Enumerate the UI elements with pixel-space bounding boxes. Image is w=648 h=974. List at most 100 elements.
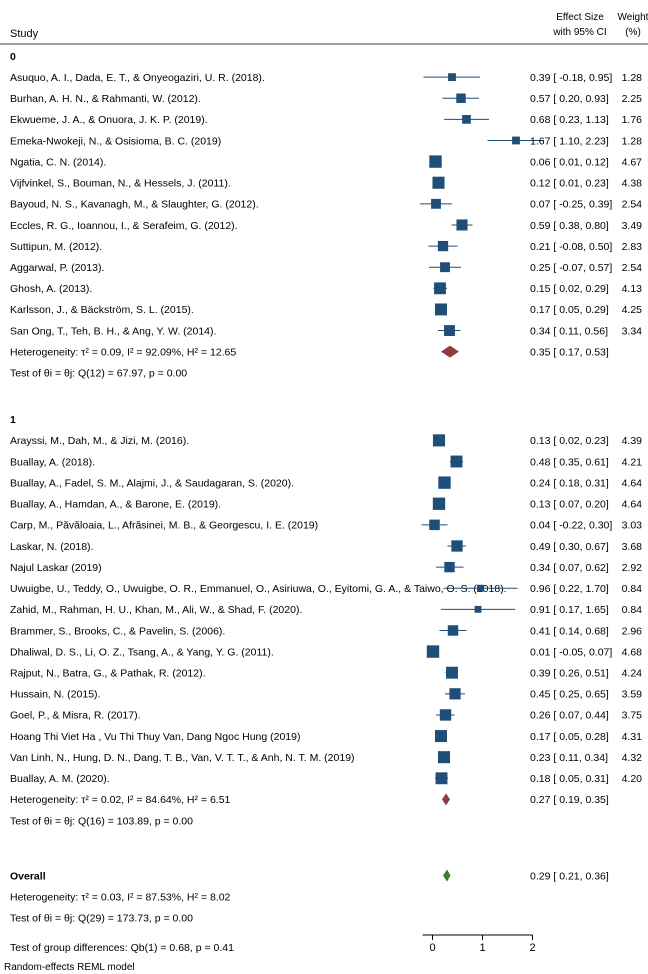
effect-ci-text: 0.68 [ 0.23, 1.13] <box>530 114 609 126</box>
study-label: Uwuigbe, U., Teddy, O., Uwuigbe, O. R., … <box>10 583 507 595</box>
weight-text: 4.20 <box>622 773 643 785</box>
study-label: Ngatia, C. N. (2014). <box>10 156 106 168</box>
group-label: 1 <box>10 414 16 426</box>
group-heterogeneity: Heterogeneity: τ² = 0.09, I² = 92.09%, H… <box>10 346 236 358</box>
effect-marker <box>444 325 455 337</box>
study-label: Buallay, A., Hamdan, A., & Barone, E. (2… <box>10 499 221 511</box>
weight-text: 2.25 <box>622 93 643 105</box>
weight-text: 3.03 <box>622 520 643 532</box>
effect-marker <box>447 625 459 636</box>
effect-marker <box>456 93 466 103</box>
study-label: Vijfvinkel, S., Bouman, N., & Hessels, J… <box>10 178 231 190</box>
weight-text: 4.38 <box>622 178 643 190</box>
effect-marker <box>434 730 448 743</box>
effect-ci-text: 0.23 [ 0.11, 0.34] <box>530 752 608 764</box>
study-label: Laskar, N. (2018). <box>10 541 93 553</box>
study-label: Buallay, A. (2018). <box>10 456 95 468</box>
study-label: Van Linh, N., Hung, D. N., Dang, T. B., … <box>10 752 355 764</box>
study-label: Buallay, A. M. (2020). <box>10 773 110 785</box>
header-ci: with 95% CI <box>552 27 606 38</box>
weight-text: 4.24 <box>622 668 643 680</box>
effect-marker <box>462 115 471 124</box>
effect-ci-text: 0.21 [ -0.08, 0.50] <box>530 241 612 253</box>
effect-marker <box>429 155 442 168</box>
effect-ci-text: 0.59 [ 0.38, 0.80] <box>530 220 609 232</box>
overall-ci-text: 0.29 [ 0.21, 0.36] <box>530 870 609 882</box>
effect-marker <box>448 73 456 82</box>
effect-marker <box>451 540 463 552</box>
weight-text: 0.84 <box>622 583 643 595</box>
effect-ci-text: 0.17 [ 0.05, 0.29] <box>530 304 609 316</box>
effect-ci-text: 0.04 [ -0.22, 0.30] <box>530 520 612 532</box>
effect-ci-text: 0.25 [ -0.07, 0.57] <box>530 262 612 274</box>
x-tick-label: 0 <box>429 942 435 954</box>
study-label: Arayssi, M., Dah, M., & Jizi, M. (2016). <box>10 435 189 447</box>
weight-text: 4.31 <box>622 731 643 743</box>
effect-marker <box>456 219 468 231</box>
effect-ci-text: 0.39 [ -0.18, 0.95] <box>530 72 612 84</box>
header-weight-unit: (%) <box>625 27 641 38</box>
weight-text: 3.68 <box>622 541 643 553</box>
effect-marker <box>449 688 461 700</box>
study-label: Bayoud, N. S., Kavanagh, M., & Slaughter… <box>10 199 259 211</box>
effect-marker <box>437 240 449 252</box>
weight-text: 4.32 <box>622 752 643 764</box>
weight-text: 2.54 <box>622 199 643 211</box>
effect-ci-text: 0.13 [ 0.07, 0.20] <box>530 499 609 511</box>
overall-diamond <box>443 869 451 882</box>
study-label: Hoang Thi Viet Ha , Vu Thi Thuy Van, Dan… <box>10 731 300 743</box>
effect-marker <box>432 497 446 510</box>
x-tick-label: 2 <box>529 942 535 954</box>
weight-text: 4.64 <box>622 499 643 511</box>
effect-ci-text: 0.34 [ 0.07, 0.62] <box>530 562 609 574</box>
effect-ci-text: 0.34 [ 0.11, 0.56] <box>530 325 608 337</box>
effect-marker <box>434 282 446 295</box>
weight-text: 4.68 <box>622 646 643 658</box>
weight-text: 2.54 <box>622 262 643 274</box>
weight-text: 2.96 <box>622 625 643 637</box>
effect-marker <box>444 561 455 573</box>
group-test: Test of θi = θj: Q(16) = 103.89, p = 0.0… <box>10 815 193 827</box>
effect-marker <box>431 198 441 209</box>
header-effect-size: Effect Size <box>556 12 604 23</box>
weight-text: 4.39 <box>622 435 643 447</box>
overall-label: Overall <box>10 870 46 882</box>
forest-rows: 0 Asuquo, A. I., Dada, E. T., & Onyeogazi… <box>10 51 642 954</box>
effect-marker <box>429 519 440 531</box>
effect-marker <box>432 434 446 447</box>
study-label: Buallay, A., Fadel, S. M., Alajmi, J., &… <box>10 477 294 489</box>
weight-text: 3.59 <box>622 689 643 701</box>
effect-ci-text: 0.18 [ 0.05, 0.31] <box>530 773 609 785</box>
x-tick-label: 1 <box>479 942 485 954</box>
effect-ci-text: 0.96 [ 0.22, 1.70] <box>530 583 609 595</box>
effect-ci-text: 0.17 [ 0.05, 0.28] <box>530 731 609 743</box>
effect-ci-text: 0.39 [ 0.26, 0.51] <box>530 668 609 680</box>
effect-ci-text: 0.41 [ 0.14, 0.68] <box>530 625 609 637</box>
study-label: Rajput, N., Batra, G., & Pathak, R. (201… <box>10 668 206 680</box>
weight-text: 2.92 <box>622 562 643 574</box>
study-label: Ghosh, A. (2013). <box>10 283 92 295</box>
effect-ci-text: 0.48 [ 0.35, 0.61] <box>530 456 609 468</box>
header-study: Study <box>10 28 39 40</box>
effect-marker <box>426 645 440 658</box>
x-axis: 0 1 2 <box>422 934 536 954</box>
weight-text: 3.34 <box>622 325 643 337</box>
group-test: Test of θi = θj: Q(12) = 67.97, p = 0.00 <box>10 368 187 380</box>
weight-text: 2.83 <box>622 241 643 253</box>
effect-ci-text: 0.49 [ 0.30, 0.67] <box>530 541 609 553</box>
group-pooled-diamond <box>442 793 450 806</box>
effect-marker <box>512 136 520 145</box>
group-difference-test: Test of group differences: Qb(1) = 0.68,… <box>10 942 234 954</box>
group-heterogeneity: Heterogeneity: τ² = 0.02, I² = 84.64%, H… <box>10 794 231 806</box>
study-label: Asuquo, A. I., Dada, E. T., & Onyeogazir… <box>10 72 265 84</box>
overall-heterogeneity: Heterogeneity: τ² = 0.03, I² = 87.53%, H… <box>10 891 231 903</box>
effect-ci-text: 0.26 [ 0.07, 0.44] <box>530 710 609 722</box>
effect-marker <box>450 455 463 468</box>
weight-text: 4.13 <box>622 283 643 295</box>
study-label: San Ong, T., Teh, B. H., & Ang, Y. W. (2… <box>10 325 216 337</box>
weight-text: 4.25 <box>622 304 643 316</box>
effect-marker <box>440 262 450 273</box>
study-label: Brammer, S., Brooks, C., & Pavelin, S. (… <box>10 625 225 637</box>
effect-marker <box>435 772 448 785</box>
